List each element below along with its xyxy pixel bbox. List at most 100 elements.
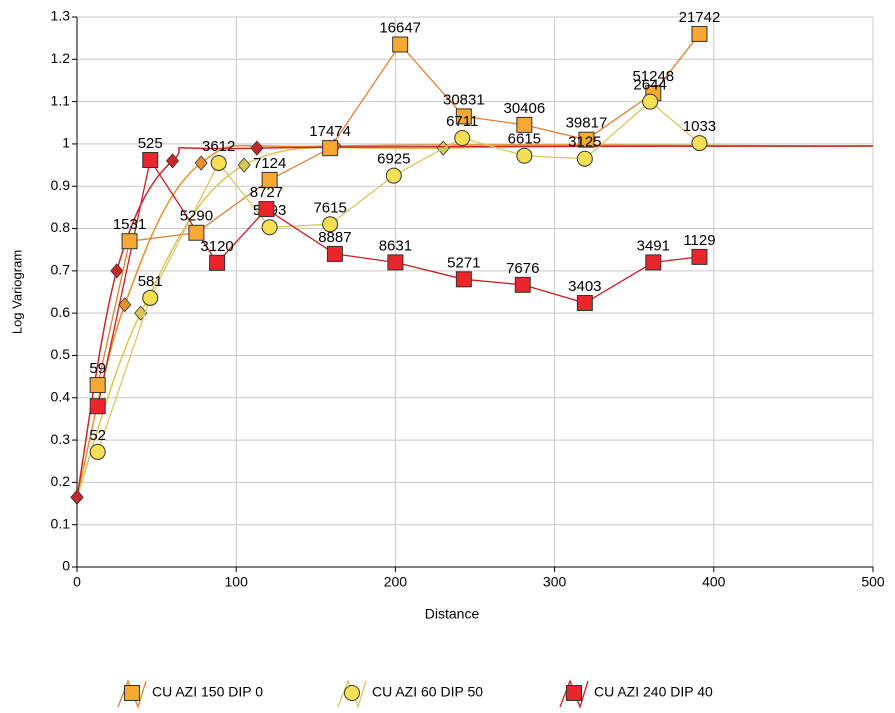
- point: [642, 93, 659, 110]
- point-label: 3120: [200, 238, 233, 255]
- point: [514, 276, 531, 293]
- point-label: 30831: [443, 91, 485, 108]
- model-point: [237, 157, 251, 173]
- point-label: 16647: [379, 19, 421, 36]
- y-tick-label: 0.1: [51, 515, 71, 531]
- point-label: 5271: [447, 254, 480, 271]
- point-label: 7124: [253, 155, 286, 172]
- x-tick-label: 200: [384, 574, 408, 590]
- legend-label: CU AZI 240 DIP 40: [594, 684, 713, 700]
- point: [576, 150, 593, 167]
- point: [385, 167, 402, 184]
- point-label: 3403: [568, 278, 601, 295]
- point: [455, 271, 472, 288]
- model-point: [250, 140, 264, 156]
- model-curve: [76, 144, 874, 498]
- point: [454, 130, 471, 146]
- point-label: 1033: [683, 118, 716, 135]
- model-point: [110, 263, 124, 279]
- model-point: [118, 297, 132, 313]
- y-tick-label: 1.3: [51, 8, 71, 24]
- point: [322, 216, 339, 233]
- point-label: 21742: [679, 9, 721, 26]
- point-label: 525: [138, 135, 163, 152]
- point: [261, 171, 278, 188]
- x-tick-label: 300: [543, 574, 567, 590]
- point: [121, 233, 138, 250]
- model-point: [194, 155, 208, 171]
- point-label: 1129: [683, 232, 715, 249]
- model-point: [70, 489, 84, 505]
- point-label: 6615: [508, 131, 541, 148]
- point-label: 51248: [632, 68, 674, 85]
- point: [691, 25, 708, 42]
- point: [344, 685, 360, 701]
- point: [210, 154, 227, 171]
- legend-item: CU AZI 240 DIP 40: [559, 679, 713, 709]
- point: [387, 254, 404, 271]
- point-label: 17474: [309, 123, 351, 140]
- x-tick-label: 0: [73, 574, 81, 590]
- y-axis-label: Log Variogram: [9, 250, 24, 334]
- point: [578, 131, 595, 148]
- point: [691, 248, 708, 265]
- model-curve: [76, 145, 874, 498]
- point: [326, 245, 343, 262]
- point: [142, 152, 159, 168]
- point: [645, 254, 662, 271]
- point-label: 3612: [202, 138, 235, 155]
- legend-item: CU AZI 60 DIP 50: [337, 679, 483, 709]
- point: [142, 289, 159, 306]
- point-label: 6925: [377, 151, 410, 168]
- point: [188, 224, 205, 241]
- point: [209, 254, 226, 271]
- point: [89, 398, 106, 415]
- point-label: 7615: [313, 199, 346, 216]
- point-label: 1531: [113, 216, 146, 233]
- point: [89, 377, 106, 394]
- x-tick-label: 100: [225, 574, 249, 590]
- point: [258, 201, 275, 218]
- x-axis-label: Distance: [425, 606, 480, 622]
- y-tick-label: 0.7: [51, 262, 71, 278]
- y-tick-label: 1: [62, 135, 70, 151]
- legend-label: CU AZI 60 DIP 50: [372, 684, 483, 700]
- point: [566, 685, 582, 701]
- point-label: 3491: [637, 237, 670, 254]
- point-label: 8631: [379, 237, 412, 254]
- point-label: 8887: [318, 229, 351, 246]
- point-label: 5290: [180, 208, 213, 225]
- point: [124, 685, 140, 701]
- point-label: 7676: [506, 260, 539, 277]
- point-label: 8727: [250, 184, 283, 201]
- y-tick-label: 0.3: [51, 431, 71, 447]
- x-tick-label: 400: [702, 574, 726, 590]
- point: [516, 116, 533, 133]
- point-label: 6711: [446, 113, 478, 130]
- y-tick-label: 1.1: [51, 92, 71, 108]
- y-tick-label: 1.2: [51, 50, 71, 66]
- model-point: [134, 305, 148, 321]
- point: [89, 443, 106, 460]
- model-curve: [76, 145, 874, 498]
- point-label: 581: [138, 273, 163, 290]
- point: [691, 135, 708, 152]
- x-tick-label: 500: [861, 574, 885, 590]
- y-tick-label: 0.6: [51, 304, 71, 320]
- y-tick-label: 0.8: [51, 219, 71, 235]
- point: [455, 108, 472, 125]
- point-label: 59: [89, 360, 106, 377]
- point-label: 2644: [633, 77, 666, 94]
- model-point: [165, 153, 180, 169]
- point: [576, 295, 593, 311]
- y-tick-label: 0.5: [51, 346, 71, 362]
- point: [322, 140, 339, 157]
- legend-label: CU AZI 150 DIP 0: [152, 684, 263, 700]
- point-label: 30406: [503, 100, 545, 117]
- y-tick-label: 0.9: [51, 177, 71, 193]
- y-tick-label: 0.4: [51, 388, 71, 404]
- point: [261, 219, 278, 236]
- y-tick-label: 0.2: [51, 473, 71, 489]
- point-label: 39817: [566, 115, 608, 132]
